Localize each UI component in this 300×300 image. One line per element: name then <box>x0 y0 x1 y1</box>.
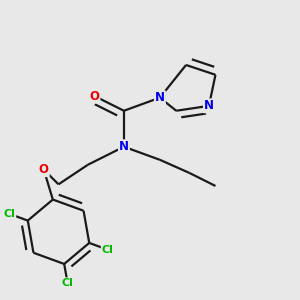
Text: O: O <box>89 89 100 103</box>
Text: N: N <box>204 99 214 112</box>
Text: Cl: Cl <box>62 278 74 288</box>
Text: Cl: Cl <box>102 244 114 255</box>
Text: Cl: Cl <box>3 209 15 219</box>
Text: O: O <box>39 163 49 176</box>
Text: N: N <box>155 91 165 104</box>
Text: N: N <box>119 140 129 153</box>
